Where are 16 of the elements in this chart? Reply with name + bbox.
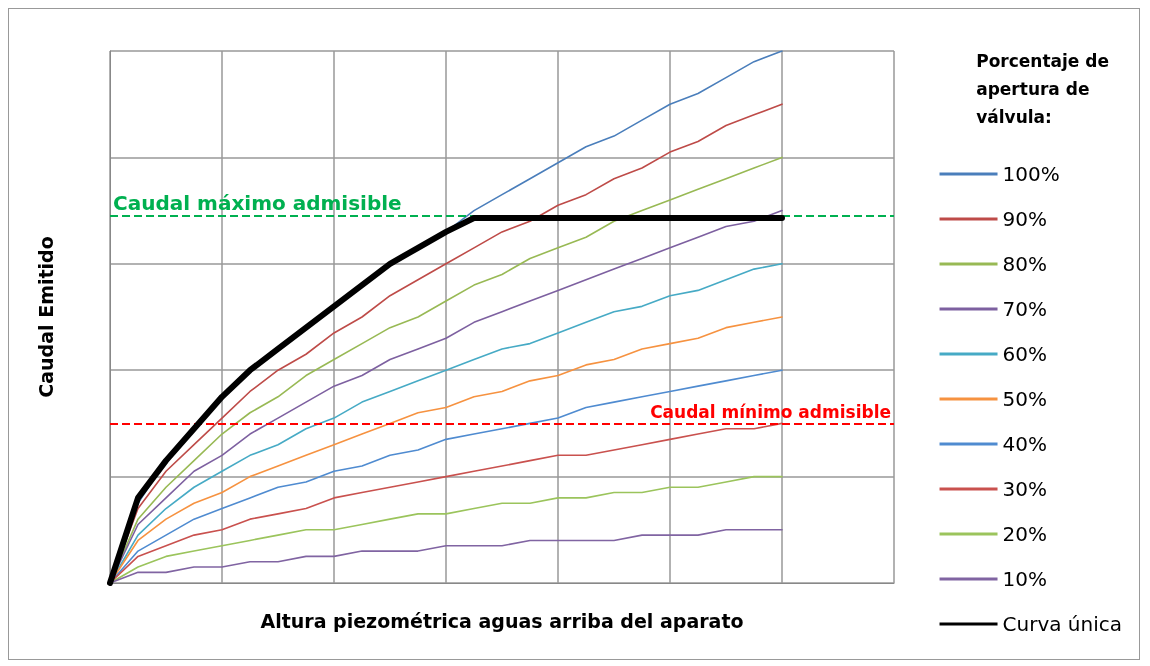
y-axis-title: Caudal Emitido: [34, 236, 57, 398]
x-axis-title: Altura piezométrica aguas arriba del aparato: [260, 609, 744, 632]
legend-label: 10%: [1002, 567, 1047, 591]
legend-title: Porcentaje de apertura de válvula:: [976, 51, 1110, 127]
legend-label: 40%: [1002, 432, 1047, 456]
ref-line-label: Caudal mínimo admisible: [650, 401, 891, 422]
legend-label: Curva única: [1002, 612, 1123, 636]
legend-label: 100%: [1002, 162, 1060, 186]
legend-label: 70%: [1002, 297, 1047, 321]
legend-label: 20%: [1002, 522, 1047, 546]
legend-label: 60%: [1002, 342, 1047, 366]
ref-line-label: Caudal máximo admisible: [113, 190, 402, 215]
legend-label: 90%: [1002, 207, 1047, 231]
legend-label: 30%: [1002, 477, 1047, 501]
legend-label: 50%: [1002, 387, 1047, 411]
legend-label: 80%: [1002, 252, 1047, 276]
